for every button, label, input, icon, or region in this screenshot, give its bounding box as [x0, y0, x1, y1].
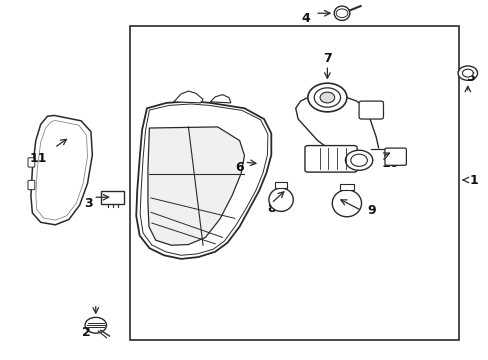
- Text: 7: 7: [323, 51, 331, 64]
- Circle shape: [350, 154, 366, 166]
- FancyBboxPatch shape: [28, 180, 35, 190]
- FancyBboxPatch shape: [358, 101, 383, 119]
- Text: 3: 3: [84, 197, 93, 210]
- Text: 10: 10: [381, 157, 399, 170]
- Text: 2: 2: [81, 326, 90, 339]
- Text: 11: 11: [30, 152, 47, 165]
- Polygon shape: [136, 101, 271, 259]
- Text: 8: 8: [266, 202, 275, 215]
- Text: 9: 9: [366, 204, 375, 217]
- Circle shape: [307, 83, 346, 112]
- Ellipse shape: [268, 188, 293, 211]
- Circle shape: [320, 92, 334, 103]
- Text: 4: 4: [301, 12, 309, 25]
- Circle shape: [335, 9, 347, 18]
- Text: 5: 5: [466, 71, 475, 84]
- Text: 6: 6: [235, 161, 244, 174]
- FancyBboxPatch shape: [28, 158, 35, 167]
- Circle shape: [314, 88, 340, 107]
- Bar: [130, 26, 458, 339]
- FancyBboxPatch shape: [275, 182, 286, 188]
- FancyBboxPatch shape: [384, 148, 406, 165]
- FancyBboxPatch shape: [101, 191, 123, 204]
- Polygon shape: [210, 95, 230, 103]
- Ellipse shape: [457, 66, 477, 80]
- Polygon shape: [173, 91, 203, 103]
- Circle shape: [345, 150, 372, 170]
- Ellipse shape: [333, 6, 349, 21]
- Ellipse shape: [331, 190, 361, 217]
- Ellipse shape: [462, 69, 472, 77]
- Circle shape: [85, 318, 106, 333]
- Polygon shape: [148, 127, 244, 245]
- Text: 1: 1: [468, 174, 477, 186]
- FancyBboxPatch shape: [305, 145, 356, 172]
- Polygon shape: [31, 116, 92, 225]
- FancyBboxPatch shape: [339, 184, 353, 190]
